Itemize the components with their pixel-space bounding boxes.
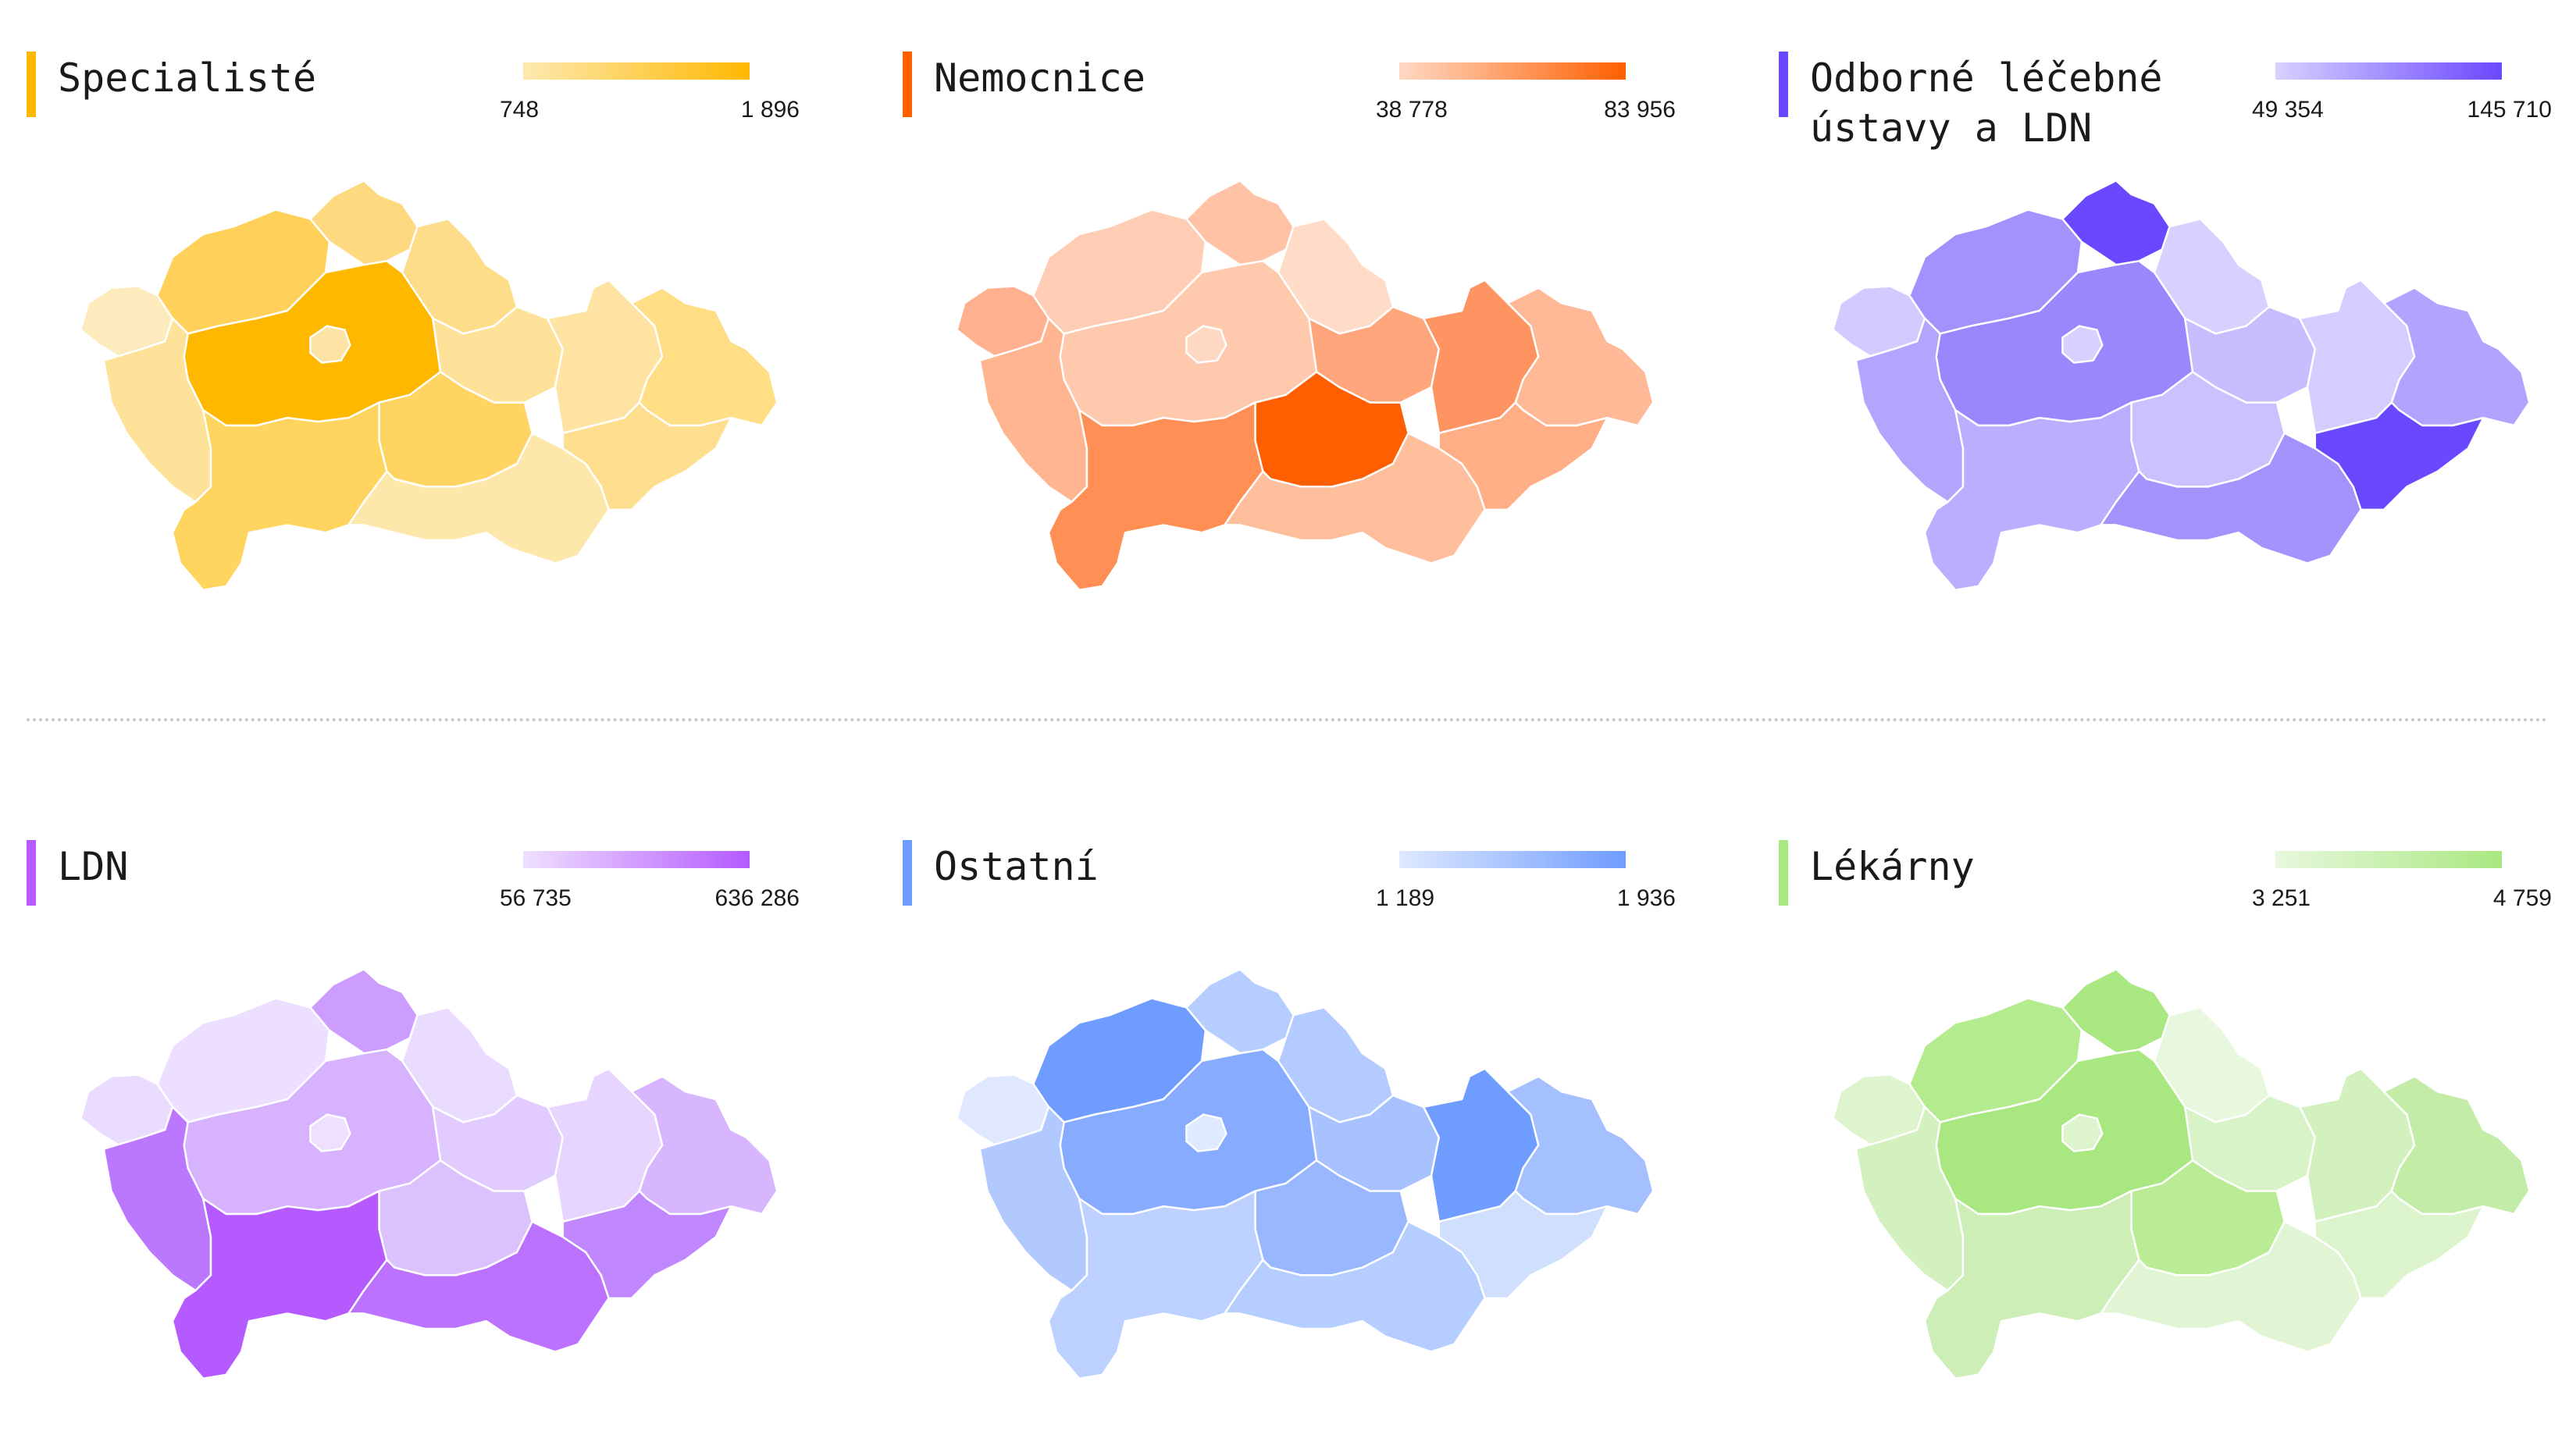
title-accent-bar — [903, 840, 912, 906]
region-ms — [630, 287, 779, 427]
legend-max-label: 1 896 — [740, 97, 800, 123]
choropleth-map — [956, 180, 1655, 591]
region-jc — [1923, 401, 2140, 591]
panel-title: Lékárny — [1810, 844, 1975, 889]
region-jm — [347, 432, 610, 564]
region-ms — [630, 1075, 779, 1216]
region-jc — [171, 401, 388, 591]
region-jm — [1224, 432, 1486, 564]
legend-min-label: 3 251 — [2252, 885, 2311, 911]
panel-title: LDN — [58, 844, 129, 889]
choropleth-map — [80, 968, 779, 1380]
map-panel-nemocnice: Nemocnice 38 778 83 956 — [903, 52, 1746, 660]
region-zl — [1438, 401, 1609, 511]
region-jc — [1047, 1190, 1264, 1380]
title-accent-bar — [27, 840, 36, 906]
region-jm — [2100, 432, 2362, 564]
choropleth-map — [956, 968, 1655, 1380]
region-ms — [2382, 1075, 2531, 1216]
legend-gradient-bar — [2275, 851, 2502, 868]
region-pha — [1185, 325, 1227, 364]
choropleth-map — [1832, 968, 2531, 1380]
legend-max-label: 636 286 — [714, 885, 800, 911]
legend-gradient-bar — [1399, 851, 1626, 868]
panel-divider — [27, 718, 2549, 721]
region-ms — [1506, 1075, 1655, 1216]
region-jc — [1047, 401, 1264, 591]
panel-title: Odborné léčebné ústavy a LDN — [1810, 55, 2163, 151]
region-ms — [2382, 287, 2531, 427]
title-accent-bar — [903, 52, 912, 117]
region-jm — [1224, 1220, 1486, 1353]
legend-gradient-bar — [2275, 62, 2502, 80]
legend-gradient-bar — [523, 851, 750, 868]
legend-min-label: 49 354 — [2252, 97, 2324, 123]
choropleth-map — [1832, 180, 2531, 591]
panel-title: Specialisté — [58, 55, 317, 101]
legend-max-label: 1 936 — [1616, 885, 1676, 911]
title-accent-bar — [1779, 52, 1788, 117]
legend-min-label: 1 189 — [1376, 885, 1435, 911]
region-pha — [2061, 325, 2104, 364]
legend-min-label: 38 778 — [1376, 97, 1448, 123]
map-panel-ldn: LDN 56 735 636 286 — [27, 840, 870, 1449]
region-jc — [1923, 1190, 2140, 1380]
region-pha — [1185, 1113, 1227, 1152]
title-accent-bar — [1779, 840, 1788, 906]
region-zl — [2314, 401, 2485, 511]
legend-gradient-bar — [523, 62, 750, 80]
panel-title: Nemocnice — [934, 55, 1145, 101]
region-zl — [1438, 1190, 1609, 1300]
legend-max-label: 4 759 — [2492, 885, 2552, 911]
panel-title: Ostatní — [934, 844, 1099, 889]
region-zl — [561, 401, 732, 511]
legend-max-label: 145 710 — [2467, 97, 2552, 123]
legend-max-label: 83 956 — [1604, 97, 1676, 123]
choropleth-map — [80, 180, 779, 591]
legend-gradient-bar — [1399, 62, 1626, 80]
map-panel-odborne: Odborné léčebné ústavy a LDN 49 354 145 71… — [1779, 52, 2576, 660]
region-pha — [309, 1113, 351, 1152]
region-jc — [171, 1190, 388, 1380]
region-ms — [1506, 287, 1655, 427]
title-accent-bar — [27, 52, 36, 117]
map-panel-ostatni: Ostatní 1 189 1 936 — [903, 840, 1746, 1449]
map-panel-specialiste: Specialisté 748 1 896 — [27, 52, 870, 660]
legend-min-label: 748 — [500, 97, 540, 123]
region-zl — [2314, 1190, 2485, 1300]
region-pha — [309, 325, 351, 364]
map-panel-lekarny: Lékárny 3 251 4 759 — [1779, 840, 2576, 1449]
region-jm — [347, 1220, 610, 1353]
region-pha — [2061, 1113, 2104, 1152]
region-jm — [2100, 1220, 2362, 1353]
legend-min-label: 56 735 — [500, 885, 572, 911]
region-zl — [561, 1190, 732, 1300]
